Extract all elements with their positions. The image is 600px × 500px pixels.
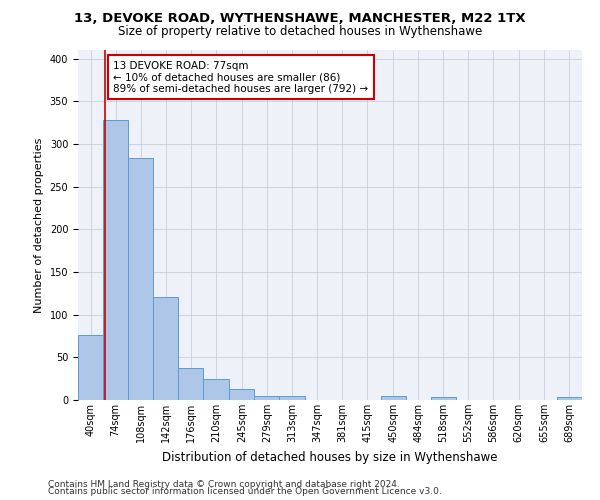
Bar: [128, 158, 153, 400]
Text: Size of property relative to detached houses in Wythenshawe: Size of property relative to detached ho…: [118, 25, 482, 38]
Bar: [229, 389, 254, 400]
Bar: [557, 396, 582, 400]
Bar: [78, 335, 103, 400]
Text: 13, DEVOKE ROAD, WYTHENSHAWE, MANCHESTER, M22 1TX: 13, DEVOKE ROAD, WYTHENSHAWE, MANCHESTER…: [74, 12, 526, 26]
Bar: [103, 120, 128, 400]
Y-axis label: Number of detached properties: Number of detached properties: [34, 138, 44, 312]
X-axis label: Distribution of detached houses by size in Wythenshawe: Distribution of detached houses by size …: [162, 450, 498, 464]
Bar: [203, 378, 229, 400]
Bar: [380, 396, 406, 400]
Bar: [153, 296, 178, 400]
Bar: [254, 396, 280, 400]
Text: Contains public sector information licensed under the Open Government Licence v3: Contains public sector information licen…: [48, 488, 442, 496]
Text: 13 DEVOKE ROAD: 77sqm
← 10% of detached houses are smaller (86)
89% of semi-deta: 13 DEVOKE ROAD: 77sqm ← 10% of detached …: [113, 60, 368, 94]
Bar: [178, 368, 203, 400]
Bar: [431, 396, 456, 400]
Text: Contains HM Land Registry data © Crown copyright and database right 2024.: Contains HM Land Registry data © Crown c…: [48, 480, 400, 489]
Bar: [280, 396, 305, 400]
